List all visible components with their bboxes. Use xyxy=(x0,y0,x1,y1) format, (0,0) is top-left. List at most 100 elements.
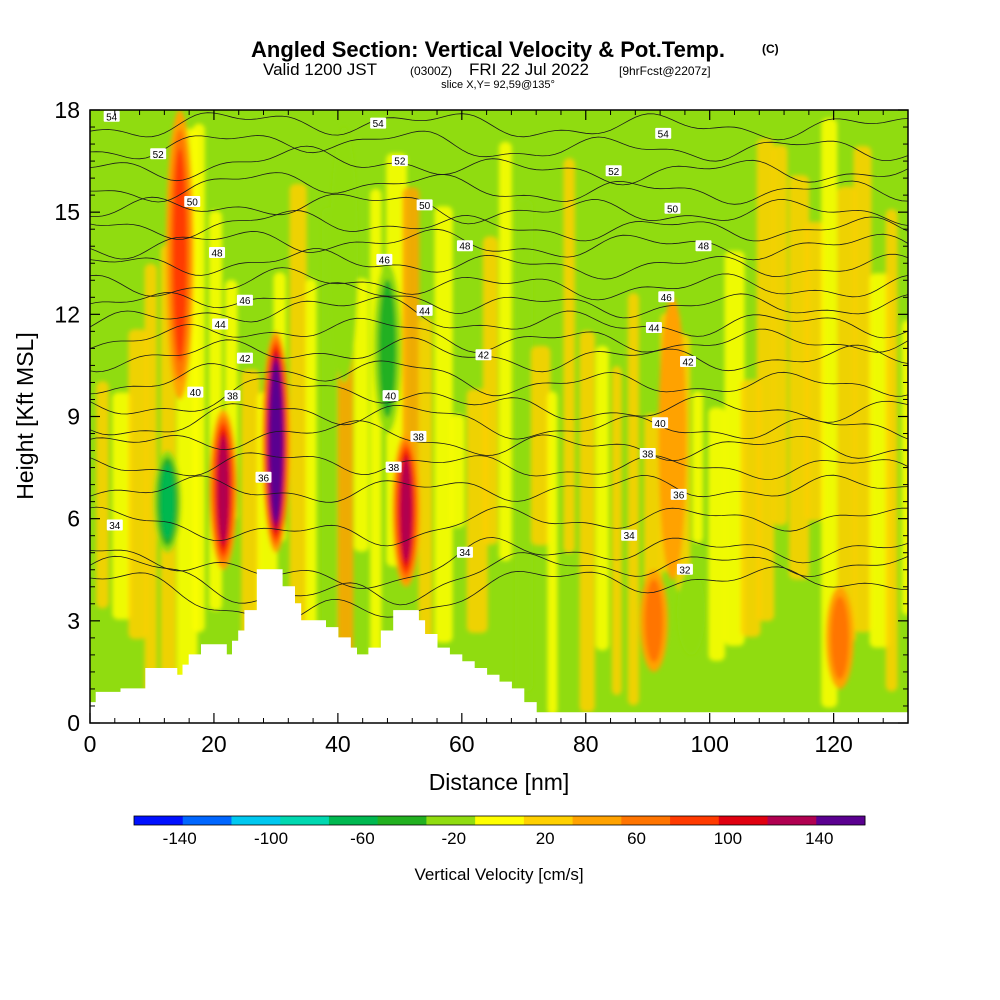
colorbar-swatch xyxy=(670,816,720,825)
contour-label: 50 xyxy=(664,202,681,215)
field-band xyxy=(96,381,109,609)
contour-label: 40 xyxy=(382,390,399,403)
svg-text:46: 46 xyxy=(661,293,673,304)
x-tick-label: 120 xyxy=(814,731,852,757)
svg-text:36: 36 xyxy=(258,473,270,484)
contour-label: 44 xyxy=(645,321,662,334)
isentrope-48 xyxy=(90,228,908,261)
y-tick-label: 9 xyxy=(67,404,80,430)
field-band xyxy=(192,123,205,633)
isentrope-50 xyxy=(90,193,908,226)
svg-text:36: 36 xyxy=(673,490,685,501)
isentrope-minor xyxy=(90,282,908,319)
contour-label: 52 xyxy=(391,155,408,168)
svg-text:38: 38 xyxy=(388,463,400,474)
contour-label: 40 xyxy=(187,386,204,399)
isentrope-minor xyxy=(90,452,908,480)
field-band xyxy=(289,183,307,641)
contour-label: 46 xyxy=(236,294,253,307)
field-band xyxy=(144,263,158,708)
colorbar: -140 -100 -60 -20 20 60 100 140 xyxy=(133,815,866,848)
downdraft-cell xyxy=(378,279,397,418)
title-tag: (C) xyxy=(762,42,779,56)
colorbar-tick-label: -20 xyxy=(442,829,467,848)
field-band xyxy=(708,407,726,661)
updraft-cell xyxy=(218,436,229,544)
isentrope-minor xyxy=(90,360,908,397)
colorbar-frame xyxy=(133,815,866,826)
field-band xyxy=(450,414,465,528)
field-band xyxy=(466,389,488,633)
field-band xyxy=(837,186,856,644)
contour-label: 42 xyxy=(680,356,697,369)
colorbar-tick-label: -60 xyxy=(350,829,375,848)
x-axis-label: Distance [nm] xyxy=(429,769,570,795)
field-band xyxy=(563,158,575,554)
svg-text:38: 38 xyxy=(227,392,239,403)
contour-label: 34 xyxy=(106,519,123,532)
updraft-cell xyxy=(172,148,187,362)
contour-label: 38 xyxy=(224,390,241,403)
colorbar-tick-label: -100 xyxy=(254,829,288,848)
contour-label: 38 xyxy=(639,447,656,460)
field-band xyxy=(692,391,704,543)
downdraft-cell xyxy=(160,464,175,540)
field-band xyxy=(724,251,745,646)
contour-label: 48 xyxy=(209,247,226,260)
field-band xyxy=(627,292,640,706)
colorbar-swatch xyxy=(523,816,574,825)
field-band xyxy=(595,345,609,651)
contour-label: 54 xyxy=(655,127,672,140)
field-band xyxy=(772,144,788,526)
colorbar-swatch xyxy=(182,816,232,825)
colorbar-swatch xyxy=(328,816,379,825)
contour-label: 38 xyxy=(385,461,402,474)
contour-label: 32 xyxy=(676,563,693,576)
isentrope-38 xyxy=(90,420,908,462)
svg-text:46: 46 xyxy=(379,255,391,266)
svg-text:40: 40 xyxy=(190,388,202,399)
x-tick-label: 60 xyxy=(449,731,475,757)
contour-label: 48 xyxy=(695,240,712,253)
svg-text:54: 54 xyxy=(106,112,118,123)
contour-label: 36 xyxy=(670,488,687,501)
colorbar-swatch xyxy=(572,816,622,825)
svg-text:48: 48 xyxy=(211,249,223,260)
contour-label: 34 xyxy=(456,546,473,559)
colorbar-swatch xyxy=(718,816,769,825)
plot-area: 54 52 50 48 46 44 42 40 38 36 34 54 52 50 48 46 44 42 40 38… xyxy=(90,110,908,723)
valid-date: FRI 22 Jul 2022 xyxy=(469,60,589,79)
svg-text:42: 42 xyxy=(682,358,694,369)
field-band xyxy=(885,209,898,692)
contour-label: 36 xyxy=(255,471,272,484)
y-axis-label: Height [Kft MSL] xyxy=(12,332,38,499)
isentrope-32 xyxy=(90,566,908,623)
y-tick-label: 6 xyxy=(67,506,80,532)
colorbar-swatch xyxy=(134,816,184,825)
x-tick-label: 0 xyxy=(84,731,97,757)
field-band xyxy=(418,317,433,719)
downdraft-cell xyxy=(677,569,706,655)
forecast-tag: [9hrFcst@2207z] xyxy=(619,64,711,78)
contour-label: 44 xyxy=(416,304,433,317)
updraft-cell xyxy=(271,372,280,512)
field-band xyxy=(789,175,810,580)
updraft-cell xyxy=(400,459,412,562)
isentrope-54 xyxy=(90,112,908,141)
contour-label: 46 xyxy=(658,291,675,304)
svg-text:38: 38 xyxy=(413,432,425,443)
isentrope-34 xyxy=(90,537,908,589)
isentrope-36 xyxy=(90,474,908,503)
svg-text:48: 48 xyxy=(459,242,471,253)
svg-text:46: 46 xyxy=(239,296,251,307)
contour-label: 46 xyxy=(376,253,393,266)
updraft-cell xyxy=(658,297,687,580)
contour-label: 54 xyxy=(103,110,120,123)
valid-prefix: Valid 1200 JST xyxy=(263,60,377,79)
colorbar-swatch xyxy=(280,816,330,825)
field-band xyxy=(611,366,622,696)
colorbar-swatch xyxy=(426,816,476,825)
isentrope-52 xyxy=(90,145,908,186)
isentrope-minor xyxy=(90,403,908,440)
